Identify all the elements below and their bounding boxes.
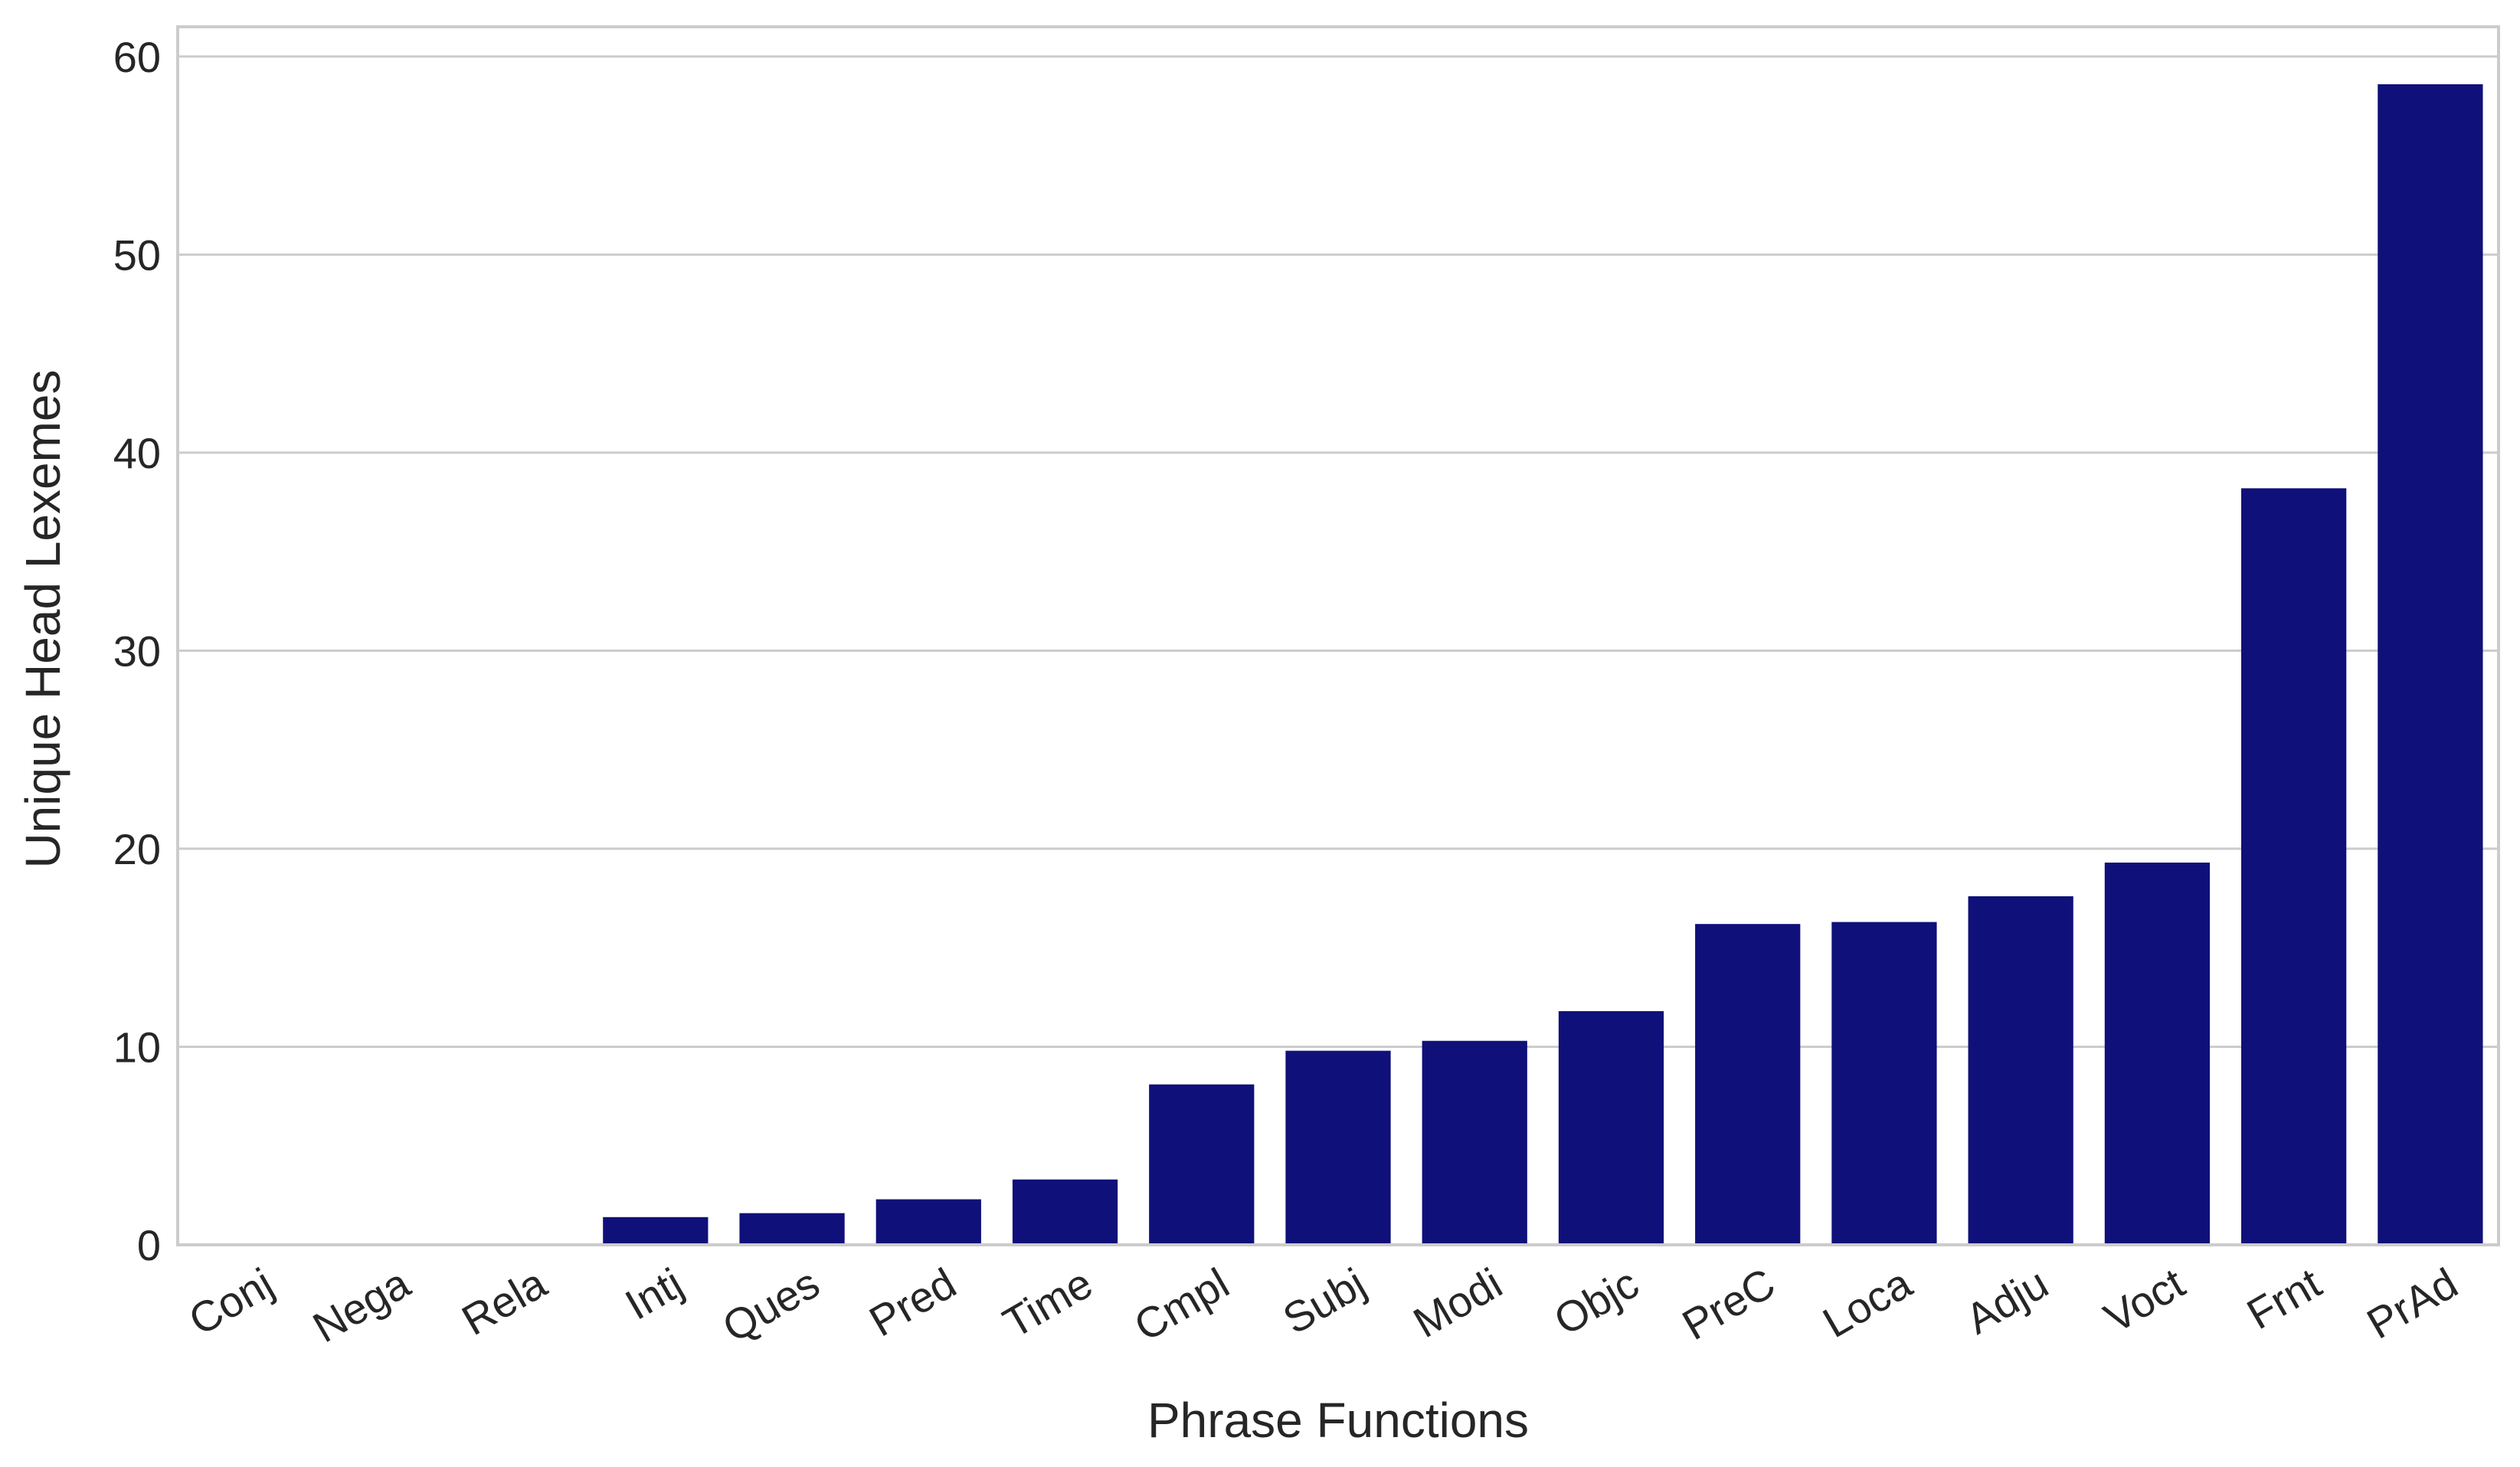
bars	[603, 84, 2483, 1246]
x-tick-label-objc: Objc	[1546, 1259, 1646, 1344]
x-tick-label-conj: Conj	[181, 1259, 281, 1344]
bar-cmpl	[1149, 1084, 1255, 1245]
y-tick-label: 0	[137, 1221, 161, 1269]
x-tick-label-intj: Intj	[617, 1259, 691, 1329]
bar-prec	[1695, 924, 1801, 1245]
x-tick-label-pred: Pred	[861, 1259, 964, 1346]
bar-frnt	[2241, 488, 2347, 1245]
bar-intj	[603, 1216, 709, 1245]
x-tick-label-loca: Loca	[1815, 1258, 1919, 1347]
x-tick-label-ques: Ques	[715, 1259, 827, 1351]
x-tick-label-voct: Voct	[2096, 1259, 2193, 1342]
x-tick-label-prad: PrAd	[2359, 1259, 2466, 1348]
bar-loca	[1831, 922, 1937, 1245]
x-tick-labels: Conj Nega Rela Intj Ques Pred Time Cmpl Subj Modi…	[181, 1258, 2466, 1351]
y-tick-label: 10	[113, 1023, 161, 1071]
bar-pred	[875, 1199, 981, 1245]
y-tick-label: 30	[113, 627, 161, 675]
x-tick-label-subj: Subj	[1275, 1259, 1373, 1344]
y-tick-label: 60	[113, 33, 161, 81]
bar-voct	[2104, 863, 2211, 1245]
bar-subj	[1285, 1050, 1391, 1245]
bar-objc	[1558, 1010, 1664, 1245]
y-axis-label: Unique Head Lexemes	[15, 369, 70, 868]
x-tick-label-cmpl: Cmpl	[1126, 1259, 1237, 1351]
bar-ques	[739, 1213, 845, 1245]
x-tick-label-nega: Nega	[305, 1258, 418, 1351]
x-tick-label-frnt: Frnt	[2239, 1259, 2329, 1339]
bar-adju	[1968, 896, 2073, 1245]
y-tick-label: 20	[113, 825, 161, 873]
bar-modi	[1422, 1040, 1527, 1245]
x-tick-label-time: Time	[995, 1259, 1100, 1347]
x-tick-label-rela: Rela	[453, 1258, 555, 1344]
bar-prad	[2378, 84, 2483, 1246]
gridlines	[178, 55, 2499, 1246]
plot-frame	[176, 25, 2500, 1246]
x-tick-label-prec: PreC	[1674, 1259, 1783, 1349]
y-tick-label: 50	[113, 231, 161, 279]
x-axis-label: Phrase Functions	[1147, 1393, 1529, 1448]
bar-time	[1012, 1179, 1118, 1245]
y-tick-label: 40	[113, 429, 161, 477]
y-tick-labels: 0 10 20 30 40 50 60	[113, 33, 161, 1269]
x-tick-label-modi: Modi	[1406, 1259, 1510, 1347]
x-tick-label-adju: Adju	[1958, 1259, 2057, 1344]
